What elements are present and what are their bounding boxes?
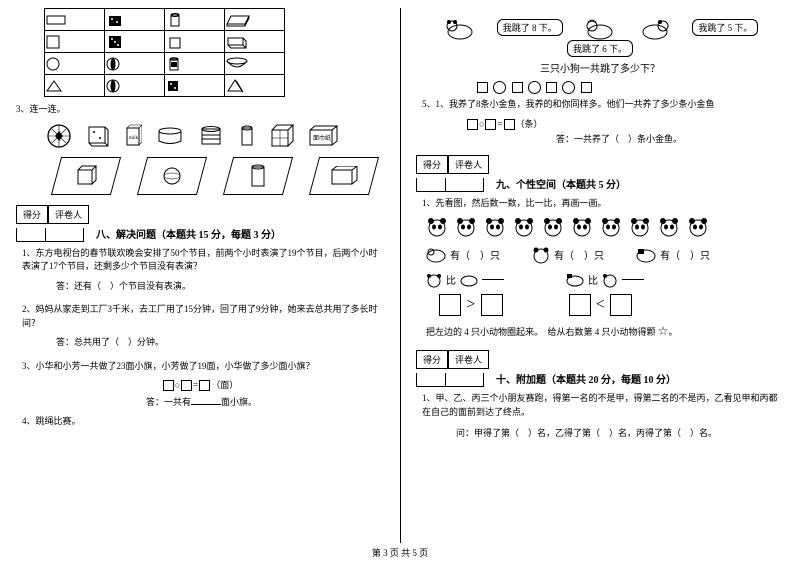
q10-1: 1、甲、乙、丙三个小朋友赛跑，得第一名的不是甲，得第二名的不是丙，乙看见甲和丙都… [422,392,784,419]
q5: 5、1、我养了8条小金鱼，我养的和你同样多。他们一共养了多少条小金鱼 [422,98,784,112]
svg-text:milk: milk [129,136,139,141]
q3-label: 3、连一连。 [16,103,384,117]
score-box-9: 得分 评卷人 [416,155,784,174]
bubble-3: 我跳了 5 下。 [692,19,758,36]
circle-equation [476,81,784,94]
q8-2-answer: 答：总共用了（ ）分钟。 [56,336,384,350]
star-icon: ☆ [658,324,669,338]
q8-1: 1、东方电视台的春节联欢晚会安排了50个节目，前两个小时表演了19个节目，后两个… [22,247,384,274]
big-compare: > < [436,294,764,316]
page-number: 第 3 页 共 5 页 [0,546,800,559]
left-column: 3、连一连。 milk 面巾纸 得分 评卷人 八、解决问题（本题共 15 分，每… [0,0,400,565]
score-box-8: 得分 评卷人 [16,205,384,224]
grader-label: 评卷人 [48,205,89,224]
shape-classification-table [44,8,285,97]
panda-row [424,214,784,238]
section-9-title: 九、个性空间（本题共 5 分） [496,176,784,191]
section-8-title: 八、解决问题（本题共 15 分，每题 3 分） [96,226,384,241]
q8-1-answer: 答：还有（ ）个节目没有表演。 [56,280,384,294]
q8-3: 3、小华和小芳一共做了23面小旗，小芳做了19面，小华做了多少面小旗？ [22,360,384,374]
q8-2: 2、妈妈从家走到工厂3千米，去工厂用了15分钟，回了用了9分钟，她来去总共用了多… [22,303,384,330]
q8-4: 4、跳绳比赛。 [22,415,384,429]
score-box-10: 得分 评卷人 [416,350,784,369]
section-10-title: 十、附加题（本题共 20 分，每题 10 分） [496,371,784,386]
svg-text:面巾纸: 面巾纸 [313,134,331,142]
q10-ask: 问：甲得了第（ ）名，乙得了第（ ）名，丙得了第（ ）名。 [456,427,784,441]
q8-3-answer: 答：一共有面小旗。 [146,396,384,410]
q9-1: 1、先看图，然后数一数，比一比，再画一画。 [422,197,784,211]
q5-answer: 答：一共养了（ ）条小金鱼。 [556,133,784,147]
dog-question: 三只小狗一共跳了多少下？ [416,62,784,77]
dog-row: 我跳了 8 下。 我跳了 5 下。 [432,12,768,42]
compare-row-2: 比 比 [424,270,776,288]
match-bottom-row [56,157,384,195]
count-row: 有（ ）只 有（ ）只 有（ ）只 [424,244,776,264]
right-column: 我跳了 8 下。 我跳了 5 下。 我跳了 6 下。 三只小狗一共跳了多少下？ … [400,0,800,565]
circle-instruction: 把左边的 4 只小动物圈起来。 给从右数第 4 只小动物得颗 ☆。 [416,322,784,340]
q8-3-expr: ○=（面） [16,379,384,393]
score-label: 得分 [16,205,48,224]
match-top-row: milk 面巾纸 [46,123,384,149]
q5-expr: ○=（条） [466,118,784,132]
bubble-2: 我跳了 6 下。 [567,40,633,57]
bubble-1: 我跳了 8 下。 [497,19,563,36]
